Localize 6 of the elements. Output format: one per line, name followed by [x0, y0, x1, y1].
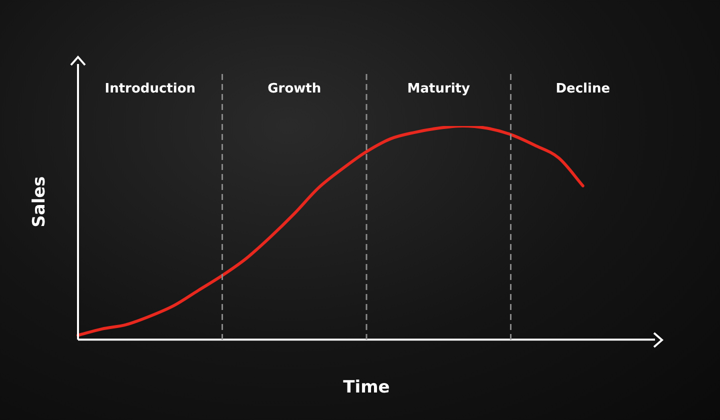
x-axis-title: Time [343, 377, 390, 398]
y-axis-title: Sales [29, 176, 50, 228]
text: Introduction [104, 81, 196, 96]
text: Decline [556, 81, 610, 96]
text: Growth [268, 81, 322, 96]
text: Maturity [407, 81, 471, 96]
